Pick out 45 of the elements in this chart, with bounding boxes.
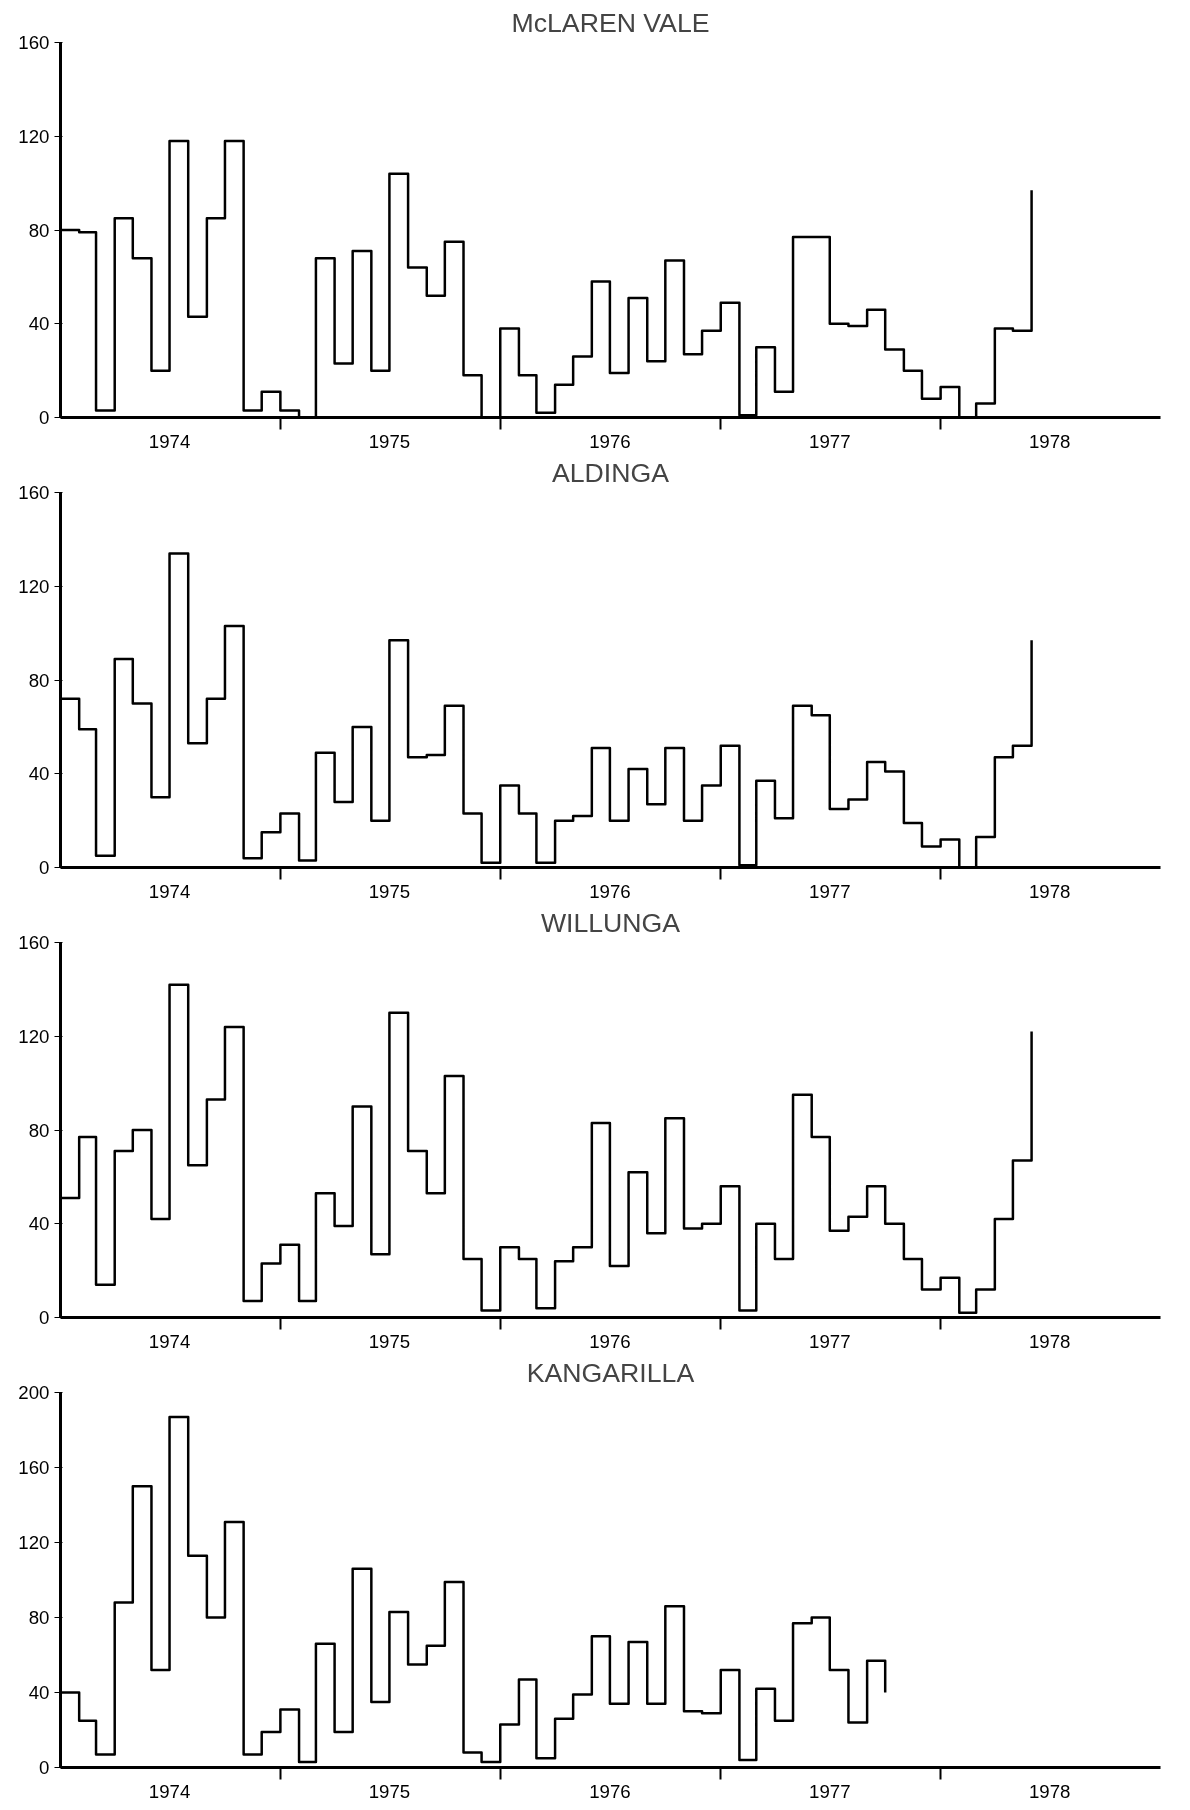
x-tick-label: 1977: [809, 880, 851, 902]
y-tick-label: 0: [39, 1757, 50, 1778]
x-tick-label: 1978: [1028, 1780, 1071, 1802]
chart-title: ALDINGA: [551, 457, 670, 488]
y-tick-label: 80: [28, 1119, 50, 1141]
x-tick-label: 1977: [809, 430, 851, 452]
y-tick-label: 120: [18, 575, 50, 597]
y-tick-label: 160: [18, 932, 50, 953]
x-tick-label: 1975: [368, 430, 411, 452]
x-tick-label: 1975: [368, 1780, 411, 1802]
chart-title: KANGARILLA: [526, 1357, 695, 1388]
y-tick-label: 40: [28, 313, 50, 335]
x-tick-label: 1974: [148, 880, 191, 902]
y-tick-label: 120: [18, 1025, 50, 1047]
x-tick-label: 1976: [589, 1330, 631, 1352]
x-tick-label: 1974: [148, 1780, 191, 1802]
y-tick-label: 0: [39, 1307, 50, 1328]
x-tick-label: 1974: [148, 1330, 191, 1352]
y-tick-label: 40: [28, 763, 50, 785]
x-tick-label: 1978: [1028, 880, 1071, 902]
x-tick-label: 1978: [1028, 430, 1071, 452]
y-tick-label: 80: [28, 1607, 50, 1628]
x-tick-label: 1974: [148, 430, 191, 452]
y-tick-label: 40: [28, 1213, 50, 1235]
x-tick-label: 1976: [589, 430, 631, 452]
y-tick-label: 0: [39, 407, 50, 428]
x-tick-label: 1975: [368, 1330, 411, 1352]
y-tick-label: 80: [28, 219, 50, 241]
y-tick-label: 40: [28, 1682, 50, 1703]
y-tick-label: 200: [18, 1382, 50, 1403]
y-tick-label: 120: [18, 125, 50, 147]
y-tick-label: 0: [39, 857, 50, 878]
x-tick-label: 1975: [368, 880, 411, 902]
x-tick-label: 1978: [1028, 1330, 1071, 1352]
y-tick-label: 120: [18, 1532, 50, 1553]
x-tick-label: 1976: [589, 1780, 631, 1802]
y-tick-label: 160: [18, 32, 50, 53]
y-tick-label: 80: [28, 669, 50, 691]
chart-title: WILLUNGA: [540, 907, 681, 938]
y-tick-label: 160: [18, 1457, 50, 1478]
chart-title: McLAREN VALE: [511, 7, 710, 38]
x-tick-label: 1976: [589, 880, 631, 902]
y-tick-label: 160: [18, 482, 50, 503]
x-tick-label: 1977: [809, 1780, 851, 1802]
x-tick-label: 1977: [809, 1330, 851, 1352]
